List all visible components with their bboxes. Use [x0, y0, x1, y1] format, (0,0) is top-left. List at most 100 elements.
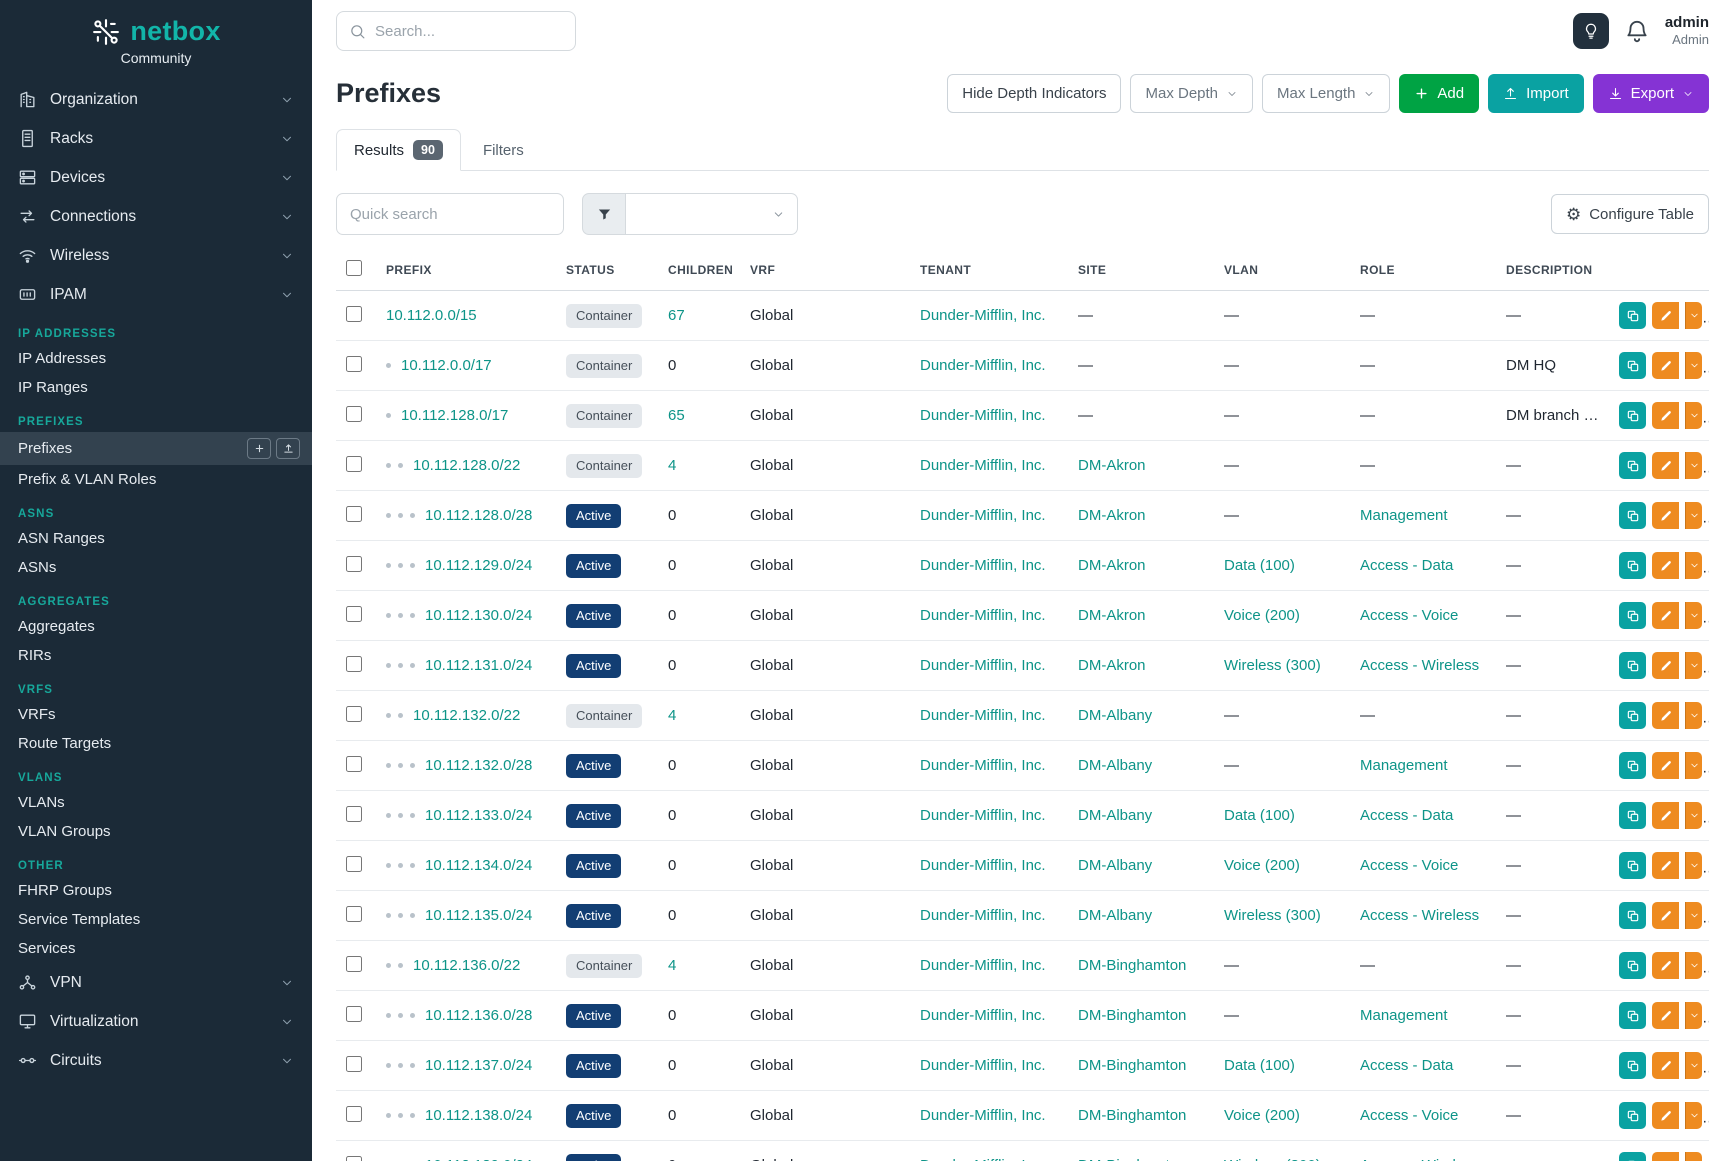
notifications-button[interactable] [1624, 18, 1650, 44]
prefix-link[interactable]: 10.112.137.0/24 [425, 1057, 533, 1075]
site-link[interactable]: DM-Albany [1078, 757, 1153, 775]
site-link[interactable]: DM-Albany [1078, 857, 1153, 875]
copy-button[interactable] [1619, 502, 1646, 530]
row-checkbox[interactable] [346, 455, 362, 472]
role-link[interactable]: Access - Data [1360, 1057, 1454, 1075]
site-link[interactable]: DM-Akron [1078, 557, 1146, 575]
hide-depth-indicators-button[interactable]: Hide Depth Indicators [947, 74, 1122, 113]
sidebar-item-route-targets[interactable]: Route Targets [18, 735, 112, 752]
tenant-link[interactable]: Dunder-Mifflin, Inc. [920, 607, 1046, 625]
filter-button[interactable] [582, 193, 626, 236]
row-checkbox[interactable] [346, 1005, 362, 1022]
row-checkbox[interactable] [346, 405, 362, 422]
edit-button[interactable] [1652, 852, 1679, 880]
children-count-link[interactable]: 67 [668, 307, 685, 325]
row-checkbox[interactable] [346, 505, 362, 522]
copy-button[interactable] [1619, 902, 1646, 930]
vlan-link[interactable]: Data (100) [1224, 557, 1295, 575]
tenant-link[interactable]: Dunder-Mifflin, Inc. [920, 657, 1046, 675]
row-checkbox[interactable] [346, 605, 362, 622]
user-menu[interactable]: admin Admin [1665, 14, 1709, 49]
prefix-link[interactable]: 10.112.133.0/24 [425, 807, 533, 825]
tenant-link[interactable]: Dunder-Mifflin, Inc. [920, 807, 1046, 825]
edit-button[interactable] [1652, 502, 1679, 530]
sidebar-item-rirs[interactable]: RIRs [18, 647, 52, 664]
role-link[interactable]: Access - Voice [1360, 607, 1459, 625]
copy-button[interactable] [1619, 652, 1646, 680]
prefix-link[interactable]: 10.112.0.0/15 [386, 307, 477, 325]
edit-dropdown-button[interactable] [1685, 902, 1702, 930]
column-header-vlan[interactable]: VLAN [1214, 249, 1350, 292]
tenant-link[interactable]: Dunder-Mifflin, Inc. [920, 707, 1046, 725]
vlan-link[interactable]: Voice (200) [1224, 857, 1300, 875]
sidebar-item-fhrp-groups[interactable]: FHRP Groups [18, 882, 112, 899]
edit-dropdown-button[interactable] [1685, 752, 1702, 780]
site-link[interactable]: DM-Binghamton [1078, 1007, 1187, 1025]
sidebar-group-organization[interactable]: Organization [0, 80, 312, 119]
edit-dropdown-button[interactable] [1685, 1102, 1702, 1130]
edit-button[interactable] [1652, 1052, 1679, 1080]
edit-dropdown-button[interactable] [1685, 1002, 1702, 1030]
column-header-site[interactable]: SITE [1068, 249, 1214, 292]
edit-button[interactable] [1652, 1152, 1679, 1161]
row-checkbox[interactable] [346, 1155, 362, 1161]
edit-button[interactable] [1652, 352, 1679, 380]
edit-dropdown-button[interactable] [1685, 652, 1702, 680]
edit-button[interactable] [1652, 902, 1679, 930]
prefix-link[interactable]: 10.112.128.0/28 [425, 507, 533, 525]
copy-button[interactable] [1619, 552, 1646, 580]
vlan-link[interactable]: Data (100) [1224, 807, 1295, 825]
sidebar-item-vlans[interactable]: VLANs [18, 794, 65, 811]
edit-dropdown-button[interactable] [1685, 552, 1702, 580]
copy-button[interactable] [1619, 702, 1646, 730]
children-count-link[interactable]: 65 [668, 407, 685, 425]
tab-results[interactable]: Results 90 [336, 129, 461, 172]
copy-button[interactable] [1619, 1152, 1646, 1161]
copy-button[interactable] [1619, 602, 1646, 630]
tenant-link[interactable]: Dunder-Mifflin, Inc. [920, 907, 1046, 925]
tenant-link[interactable]: Dunder-Mifflin, Inc. [920, 1107, 1046, 1125]
add-prefix-mini-button[interactable] [247, 438, 271, 459]
row-checkbox[interactable] [346, 555, 362, 572]
copy-button[interactable] [1619, 302, 1646, 330]
row-checkbox[interactable] [346, 655, 362, 672]
sidebar-item-service-templates[interactable]: Service Templates [18, 911, 141, 928]
max-depth-dropdown[interactable]: Max Depth [1130, 74, 1254, 113]
edit-button[interactable] [1652, 752, 1679, 780]
sidebar-item-ip-ranges[interactable]: IP Ranges [18, 379, 88, 396]
edit-dropdown-button[interactable] [1685, 952, 1702, 980]
edit-button[interactable] [1652, 702, 1679, 730]
prefix-link[interactable]: 10.112.135.0/24 [425, 907, 533, 925]
role-link[interactable]: Access - Voice [1360, 1107, 1459, 1125]
column-header-prefix[interactable]: PREFIX [376, 249, 556, 292]
edit-button[interactable] [1652, 802, 1679, 830]
site-link[interactable]: DM-Binghamton [1078, 1157, 1186, 1161]
site-link[interactable]: DM-Akron [1078, 607, 1146, 625]
copy-button[interactable] [1619, 752, 1646, 780]
prefix-link[interactable]: 10.112.132.0/22 [413, 707, 521, 725]
sidebar-group-vpn[interactable]: VPN [0, 963, 312, 1002]
row-checkbox[interactable] [346, 855, 362, 872]
site-link[interactable]: DM-Akron [1078, 457, 1146, 475]
tenant-link[interactable]: Dunder-Mifflin, Inc. [920, 307, 1046, 325]
copy-button[interactable] [1619, 1102, 1646, 1130]
copy-button[interactable] [1619, 852, 1646, 880]
sidebar-group-virtualization[interactable]: Virtualization [0, 1002, 312, 1041]
copy-button[interactable] [1619, 452, 1646, 480]
sidebar-item-aggregates[interactable]: Aggregates [18, 618, 95, 635]
import-button[interactable]: Import [1488, 74, 1584, 113]
sidebar-group-wireless[interactable]: Wireless [0, 236, 312, 275]
row-checkbox[interactable] [346, 1105, 362, 1122]
edit-button[interactable] [1652, 652, 1679, 680]
sidebar-group-connections[interactable]: Connections [0, 197, 312, 236]
site-link[interactable]: DM-Albany [1078, 807, 1153, 825]
prefix-link[interactable]: 10.112.128.0/17 [401, 407, 509, 425]
edit-button[interactable] [1652, 302, 1679, 330]
edit-button[interactable] [1652, 552, 1679, 580]
site-link[interactable]: DM-Albany [1078, 907, 1153, 925]
global-search[interactable] [336, 11, 576, 51]
sidebar-group-ipam[interactable]: IPAM [0, 275, 312, 314]
vlan-link[interactable]: Voice (200) [1224, 607, 1300, 625]
vlan-link[interactable]: Wireless (300) [1224, 907, 1321, 925]
sidebar-item-services[interactable]: Services [18, 940, 76, 957]
